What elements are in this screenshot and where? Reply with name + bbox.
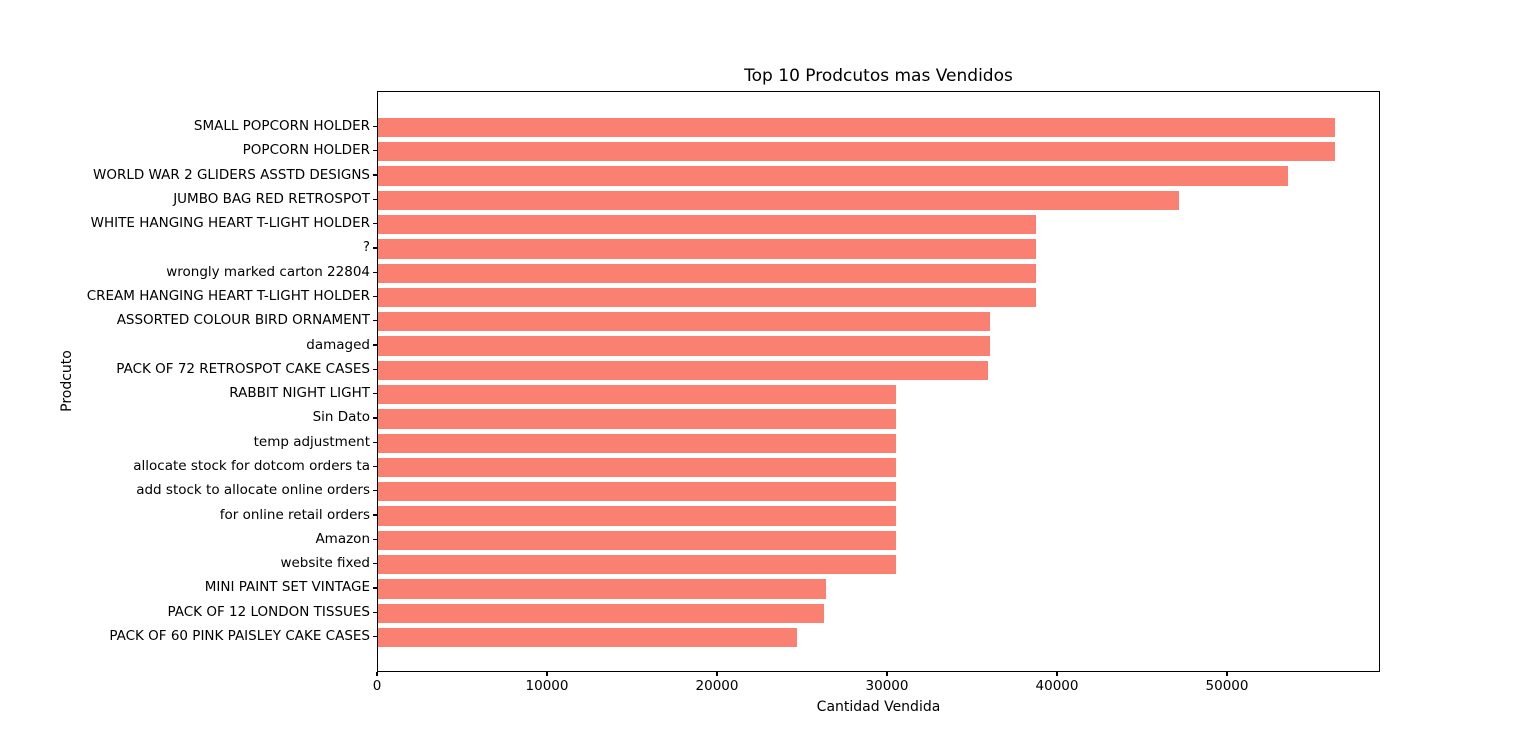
bar-13 — [378, 433, 897, 453]
bar-7 — [378, 287, 1037, 308]
x-tick-label-2: 20000 — [695, 678, 739, 694]
x-tick-mark-4 — [1056, 672, 1058, 676]
x-tick-mark-2 — [716, 672, 718, 676]
y-tick-label-5: ? — [362, 239, 370, 256]
y-tick-label-0: SMALL POPCORN HOLDER — [193, 118, 370, 134]
y-tick-label-11: RABBIT NIGHT LIGHT — [229, 385, 370, 402]
bar-20 — [378, 603, 825, 623]
y-tick-label-7: CREAM HANGING HEART T-LIGHT HOLDER — [86, 288, 370, 304]
y-tick-label-2: WORLD WAR 2 GLIDERS ASSTD DESIGNS — [92, 166, 370, 183]
bar-4 — [378, 214, 1037, 235]
bar-5 — [378, 239, 1037, 259]
y-tick-label-1: POPCORN HOLDER — [242, 142, 370, 159]
x-tick-mark-0 — [376, 672, 378, 676]
y-tick-mark-17 — [373, 538, 377, 540]
y-tick-mark-16 — [373, 514, 377, 516]
y-tick-mark-21 — [373, 635, 377, 638]
x-axis-label: Cantidad Vendida — [816, 699, 941, 715]
bar-11 — [378, 384, 897, 405]
y-tick-mark-7 — [373, 295, 377, 298]
y-tick-mark-14 — [373, 465, 377, 468]
y-tick-mark-8 — [373, 320, 377, 322]
y-tick-mark-12 — [373, 417, 377, 419]
y-tick-mark-13 — [373, 441, 377, 443]
y-tick-mark-1 — [373, 150, 377, 152]
bar-3 — [378, 190, 1179, 211]
y-tick-mark-9 — [373, 344, 377, 346]
y-tick-label-19: MINI PAINT SET VINTAGE — [204, 579, 370, 596]
y-tick-label-15: add stock to allocate online orders — [136, 482, 370, 499]
chart-title: Top 10 Prodcutos mas Vendidos — [744, 66, 1013, 86]
y-tick-label-21: PACK OF 60 PINK PAISLEY CAKE CASES — [109, 628, 370, 644]
y-tick-mark-5 — [373, 247, 377, 249]
y-tick-mark-18 — [373, 562, 377, 565]
x-tick-label-4: 40000 — [1035, 678, 1079, 694]
y-tick-label-4: WHITE HANGING HEART T-LIGHT HOLDER — [90, 215, 370, 232]
plot-area — [377, 91, 1380, 672]
y-tick-mark-11 — [373, 392, 377, 395]
bar-14 — [378, 457, 897, 478]
y-tick-label-20: PACK OF 12 LONDON TISSUES — [167, 603, 370, 620]
x-tick-label-0: 0 — [372, 678, 382, 694]
bars-container — [378, 92, 1379, 671]
x-tick-mark-3 — [886, 672, 888, 676]
bar-12 — [378, 409, 897, 429]
y-tick-label-6: wrongly marked carton 22804 — [166, 263, 370, 280]
bar-18 — [378, 554, 897, 575]
y-tick-label-9: damaged — [306, 336, 370, 353]
bar-1 — [378, 142, 1335, 162]
y-tick-mark-15 — [373, 490, 377, 492]
y-tick-label-14: allocate stock for dotcom orders ta — [133, 458, 370, 474]
bar-15 — [378, 482, 897, 502]
y-tick-label-3: JUMBO BAG RED RETROSPOT — [173, 190, 370, 207]
bar-17 — [378, 530, 897, 551]
x-tick-mark-5 — [1226, 672, 1228, 676]
x-tick-label-5: 50000 — [1205, 678, 1249, 694]
y-tick-mark-4 — [373, 222, 377, 225]
x-tick-label-1: 10000 — [525, 678, 569, 694]
y-tick-label-18: website fixed — [280, 555, 370, 572]
bar-0 — [378, 117, 1335, 138]
y-tick-mark-6 — [373, 271, 377, 273]
x-tick-label-3: 30000 — [865, 678, 909, 694]
bar-16 — [378, 506, 897, 526]
y-tick-label-17: Amazon — [315, 530, 370, 547]
y-tick-label-10: PACK OF 72 RETROSPOT CAKE CASES — [116, 360, 370, 377]
y-tick-label-13: temp adjustment — [253, 433, 370, 450]
y-tick-mark-3 — [373, 198, 377, 200]
y-tick-mark-10 — [373, 368, 377, 370]
x-tick-mark-1 — [546, 672, 548, 676]
bar-6 — [378, 263, 1037, 283]
y-tick-mark-20 — [373, 611, 377, 613]
y-tick-label-8: ASSORTED COLOUR BIRD ORNAMENT — [116, 312, 370, 329]
bar-10 — [378, 360, 988, 381]
bar-19 — [378, 579, 827, 599]
bar-2 — [378, 166, 1289, 186]
bar-8 — [378, 312, 990, 332]
y-tick-label-12: Sin Dato — [312, 409, 370, 426]
y-tick-label-16: for online retail orders — [219, 506, 370, 523]
y-tick-mark-0 — [373, 125, 377, 128]
bar-21 — [378, 627, 798, 648]
bar-9 — [378, 336, 990, 356]
y-tick-mark-19 — [373, 587, 377, 589]
y-tick-mark-2 — [373, 174, 377, 176]
